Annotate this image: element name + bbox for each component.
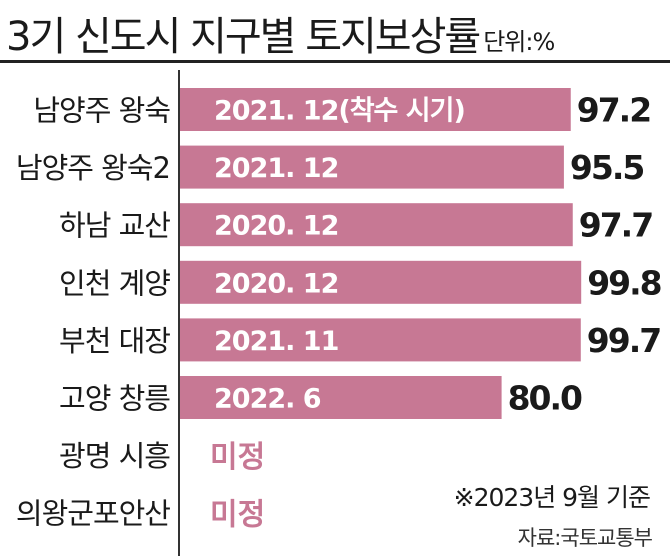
category-label: 하남 교산	[59, 209, 170, 243]
bar	[180, 145, 564, 189]
bar	[180, 260, 582, 304]
bar-value-label: 97.7	[579, 206, 652, 245]
category-axis-line	[178, 70, 180, 556]
title-divider	[0, 60, 670, 63]
bar	[180, 318, 581, 362]
undecided-label: 미정	[210, 440, 265, 475]
bar-start-date-label: 2020. 12	[214, 268, 338, 299]
bar	[180, 203, 573, 247]
bar-value-label: 95.5	[570, 148, 643, 187]
category-label: 인천 계양	[59, 266, 170, 300]
category-label: 고양 창릉	[59, 382, 170, 416]
reference-date-note: ※2023년 9월 기준	[453, 483, 651, 512]
undecided-label: 미정	[210, 498, 265, 533]
bar-value-label: 80.0	[508, 379, 582, 418]
bar-start-date-label: 2020. 12	[214, 211, 338, 242]
bar-start-date-label: 2021. 12	[214, 153, 338, 184]
chart-title-block: 3기 신도시 지구별 토지보상률 단위:%	[6, 4, 555, 62]
bar-value-label: 99.7	[587, 321, 660, 360]
bar	[180, 376, 502, 419]
bar-start-date-label: 2021. 12(착수 시기)	[214, 96, 465, 127]
category-label: 의왕군포안산	[16, 497, 170, 531]
category-label: 남양주 왕숙	[33, 94, 170, 128]
bar	[180, 88, 571, 131]
category-label: 남양주 왕숙2	[16, 151, 170, 185]
unit-label: 단위:%	[483, 28, 555, 56]
chart-title: 3기 신도시 지구별 토지보상률	[6, 14, 481, 60]
bar-value-label: 97.2	[577, 91, 650, 130]
bar-start-date-label: 2021. 11	[214, 326, 338, 357]
category-label: 부천 대장	[59, 324, 170, 358]
bar-value-label: 99.8	[587, 263, 660, 302]
bar-start-date-label: 2022. 6	[214, 384, 321, 415]
category-label: 광명 시흥	[59, 439, 170, 473]
source-note: 자료:국토교통부	[517, 526, 653, 550]
